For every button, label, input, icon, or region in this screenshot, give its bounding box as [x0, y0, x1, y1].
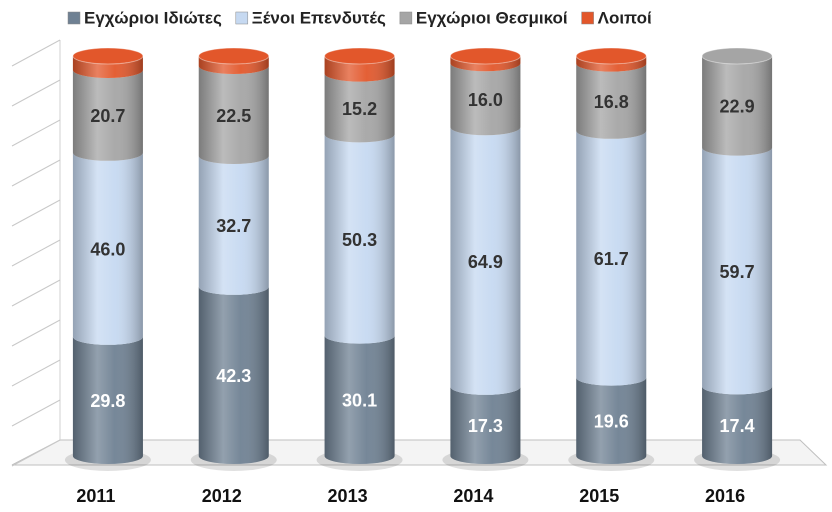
data-label: 42.3 — [216, 366, 251, 386]
segment-shading — [198, 66, 269, 164]
x-tick-label: 2016 — [705, 486, 745, 506]
legend-label: Λοιποί — [598, 8, 652, 27]
legend-swatch — [399, 11, 413, 25]
segment-shading — [450, 127, 521, 395]
data-label: 16.0 — [468, 90, 503, 110]
segment-shading — [198, 156, 269, 295]
legend-swatch — [235, 11, 249, 25]
grid-line — [11, 279, 61, 307]
grid-line — [11, 439, 61, 467]
segment-shading — [450, 56, 521, 72]
data-label: 50.3 — [342, 230, 377, 250]
segment-shading — [72, 56, 143, 78]
segment-shading — [450, 386, 521, 464]
data-label: 29.8 — [90, 391, 125, 411]
data-label: 16.8 — [594, 92, 629, 112]
data-label: 19.6 — [594, 412, 629, 432]
data-label: 46.0 — [90, 240, 125, 260]
data-label: 17.3 — [468, 416, 503, 436]
data-label: 64.9 — [468, 252, 503, 272]
legend-label: Ξένοι Επενδυτές — [252, 8, 386, 27]
grid-line — [11, 119, 61, 147]
segment-shading — [324, 73, 395, 143]
grid-line — [11, 239, 61, 267]
segment-shading — [198, 56, 269, 74]
segment-shading — [576, 377, 647, 464]
segment-shading — [576, 56, 647, 72]
data-label: 22.5 — [216, 106, 251, 126]
cylinder-top — [198, 47, 270, 65]
data-label: 20.7 — [90, 106, 125, 126]
segment-shading — [324, 134, 395, 344]
data-label: 30.1 — [342, 391, 377, 411]
legend-swatch — [67, 11, 81, 25]
cylinder-top — [324, 47, 396, 65]
legend-swatch — [581, 11, 594, 25]
x-tick-label: 2012 — [202, 486, 242, 506]
segment-shading — [576, 63, 647, 139]
grid-line — [11, 39, 61, 67]
segment-shading — [198, 286, 269, 464]
segment-shading — [702, 386, 773, 464]
grid-line — [11, 79, 61, 107]
cylinder-top — [575, 47, 647, 65]
grid-line — [11, 199, 61, 227]
grid-line — [11, 319, 61, 347]
x-tick-label: 2014 — [453, 486, 493, 506]
segment-shading — [324, 335, 395, 464]
legend-label: Εγχώριοι Θεσμικοί — [416, 8, 568, 27]
segment-shading — [702, 147, 773, 395]
data-label: 32.7 — [216, 216, 251, 236]
grid-line — [11, 359, 61, 387]
segment-shading — [72, 70, 143, 161]
segment-shading — [576, 130, 647, 386]
data-label: 59.7 — [720, 262, 755, 282]
cylinder-top — [449, 47, 521, 65]
data-label: 15.2 — [342, 99, 377, 119]
segment-shading — [324, 56, 395, 82]
data-label: 17.4 — [720, 416, 755, 436]
x-tick-label: 2011 — [76, 486, 115, 506]
grid-line — [11, 159, 61, 187]
segment-shading — [450, 63, 521, 136]
segment-shading — [72, 336, 143, 464]
segment-shading — [72, 152, 143, 345]
x-tick-label: 2015 — [579, 486, 619, 506]
cylinder-top — [72, 47, 144, 65]
data-label: 22.9 — [720, 97, 755, 117]
cylinder-top — [701, 47, 773, 65]
x-tick-label: 2013 — [328, 486, 368, 506]
grid-line — [11, 399, 61, 427]
segment-shading — [702, 56, 773, 156]
data-label: 61.7 — [594, 249, 629, 269]
legend-label: Εγχώριοι Ιδιώτες — [84, 8, 222, 27]
